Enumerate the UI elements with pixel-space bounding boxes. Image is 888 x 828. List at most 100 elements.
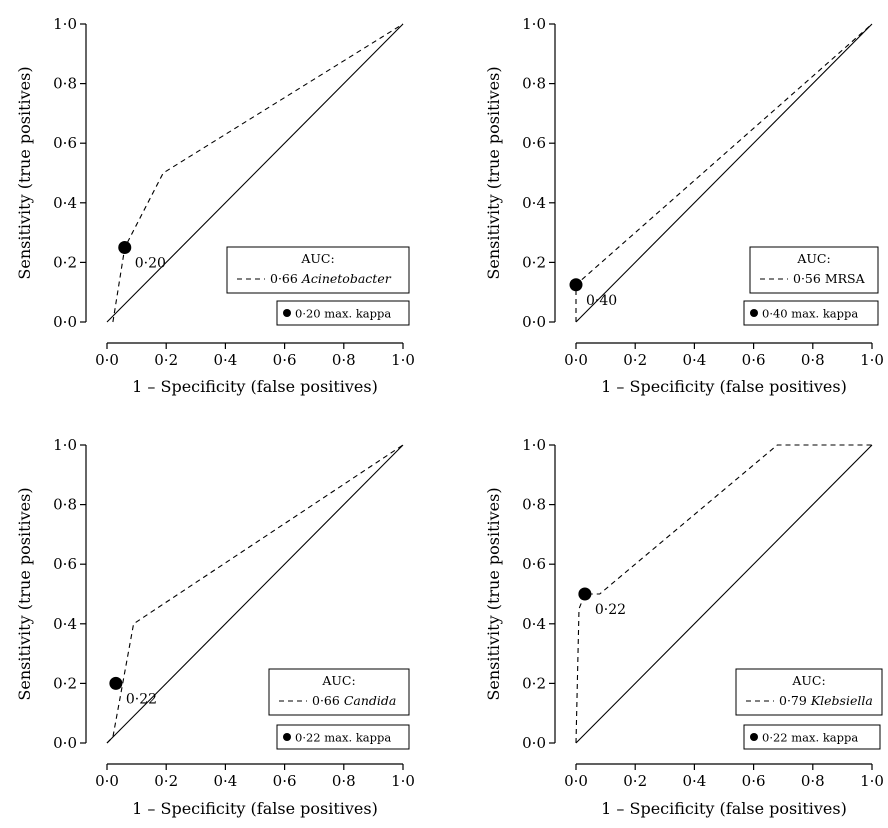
y-tick-label: 0·4	[522, 194, 546, 212]
max-kappa-marker	[109, 676, 123, 690]
roc-curve	[112, 23, 404, 323]
y-tick-label: 0·0	[522, 734, 546, 752]
marker-label: 0·22	[126, 691, 157, 707]
max-kappa-marker	[569, 278, 583, 292]
x-tick-label: 0·6	[273, 772, 297, 790]
legend-title: AUC:	[796, 251, 830, 266]
legend-organism: MRSA	[825, 271, 866, 286]
x-axis-title: 1 – Specificity (false positives)	[132, 799, 378, 818]
kappa-legend-box	[276, 300, 410, 326]
y-tick-label: 0·4	[522, 615, 546, 633]
legend-title: AUC:	[321, 673, 355, 688]
chart-panel-2: 0·0 0·2 0·4 0·6 0·8 1·0 0·0 0·2 0·4 0·6 0·8 1·0 Sens…	[484, 15, 884, 396]
kappa-legend-box	[743, 724, 881, 750]
y-axis-title: Sensitivity (true positives)	[484, 487, 503, 700]
kappa-legend-box	[743, 300, 879, 326]
kappa-legend-dot	[750, 733, 758, 741]
x-tick-label: 0·4	[213, 772, 237, 790]
y-axis-title: Sensitivity (true positives)	[15, 66, 34, 279]
x-tick-label: 0·6	[742, 351, 766, 369]
legend-entry: 0·66 Candida	[312, 693, 396, 708]
kappa-legend-dot	[283, 733, 291, 741]
marker-label: 0·40	[586, 293, 617, 309]
y-tick-label: 0·2	[522, 253, 546, 271]
legend-auc-value: 0·56	[793, 271, 825, 286]
x-tick-label: 0·6	[273, 351, 297, 369]
y-tick-label: 0·6	[53, 555, 77, 573]
x-tick-label: 0·6	[742, 772, 766, 790]
legend-box	[735, 668, 883, 716]
y-tick-label: 0·0	[53, 313, 77, 331]
legend-box	[226, 246, 410, 294]
x-tick-label: 0·2	[623, 351, 647, 369]
x-axis-title: 1 – Specificity (false positives)	[601, 377, 847, 396]
y-tick-label: 0·6	[522, 555, 546, 573]
kappa-legend-dot	[283, 309, 291, 317]
kappa-legend-dot	[750, 309, 758, 317]
x-tick-label: 0·2	[154, 351, 178, 369]
x-tick-label: 0·0	[95, 351, 119, 369]
chart-panel-4: 0·0 0·2 0·4 0·6 0·8 1·0 0·0 0·2 0·4 0·6 0·8 1·0 Sens…	[484, 436, 884, 818]
x-tick-label: 0·0	[564, 351, 588, 369]
reference-diagonal	[106, 444, 404, 744]
legend-organism: Candida	[344, 693, 397, 708]
legend-entry: 0·79 Klebsiella	[779, 693, 873, 708]
x-axis-title: 1 – Specificity (false positives)	[601, 799, 847, 818]
marker-label: 0·22	[595, 602, 626, 618]
x-axis-title: 1 – Specificity (false positives)	[132, 377, 378, 396]
kappa-legend-text: 0·22 max. kappa	[762, 731, 858, 745]
x-tick-label: 1·0	[860, 351, 884, 369]
y-tick-label: 1·0	[53, 15, 77, 33]
legend-entry: 0·66 Acinetobacter	[270, 271, 392, 286]
kappa-legend-text: 0·20 max. kappa	[295, 307, 391, 321]
y-tick-label: 0·6	[53, 134, 77, 152]
y-tick-label: 0·0	[522, 313, 546, 331]
legend-organism: Klebsiella	[810, 693, 873, 708]
chart-panel-1: 0·0 0·2 0·4 0·6 0·8 1·0 0·0 0·2 0·4 0·6 0·8 1·0 Sens…	[15, 15, 415, 396]
kappa-legend-box	[276, 724, 410, 750]
y-tick-label: 0·2	[522, 674, 546, 692]
x-tick-label: 0·8	[801, 351, 825, 369]
x-tick-label: 0·4	[682, 351, 706, 369]
y-tick-label: 0·6	[522, 134, 546, 152]
x-tick-label: 0·0	[564, 772, 588, 790]
y-tick-label: 0·8	[53, 75, 77, 93]
legend-box	[268, 668, 410, 716]
legend-auc-value: 0·79	[779, 693, 811, 708]
y-tick-label: 0·8	[53, 496, 77, 514]
y-tick-label: 0·4	[53, 194, 77, 212]
y-tick-label: 1·0	[53, 436, 77, 454]
x-tick-label: 1·0	[391, 351, 415, 369]
y-tick-label: 0·8	[522, 75, 546, 93]
x-tick-label: 0·2	[623, 772, 647, 790]
x-tick-label: 1·0	[391, 772, 415, 790]
kappa-legend-text: 0·40 max. kappa	[762, 307, 858, 321]
y-tick-label: 0·2	[53, 253, 77, 271]
legend-title: AUC:	[791, 673, 825, 688]
x-tick-label: 0·8	[332, 772, 356, 790]
reference-diagonal	[575, 23, 873, 323]
reference-diagonal	[106, 23, 404, 323]
y-tick-label: 0·8	[522, 496, 546, 514]
max-kappa-marker	[578, 587, 592, 601]
x-tick-label: 1·0	[860, 772, 884, 790]
legend-auc-value: 0·66	[312, 693, 344, 708]
legend-auc-value: 0·66	[270, 271, 302, 286]
y-tick-label: 0·0	[53, 734, 77, 752]
roc-curve	[575, 444, 872, 744]
y-axis-title: Sensitivity (true positives)	[484, 66, 503, 279]
marker-label: 0·20	[135, 256, 166, 272]
y-tick-label: 0·2	[53, 674, 77, 692]
legend-organism: Acinetobacter	[301, 271, 392, 286]
y-tick-label: 1·0	[522, 436, 546, 454]
x-tick-label: 0·8	[801, 772, 825, 790]
x-tick-label: 0·0	[95, 772, 119, 790]
reference-diagonal	[575, 444, 873, 744]
kappa-legend-text: 0·22 max. kappa	[295, 731, 391, 745]
y-axis-title: Sensitivity (true positives)	[15, 487, 34, 700]
legend-box	[749, 246, 879, 294]
chart-panel-3: 0·0 0·2 0·4 0·6 0·8 1·0 0·0 0·2 0·4 0·6 0·8 1·0 Sens…	[15, 436, 415, 818]
x-tick-label: 0·8	[332, 351, 356, 369]
